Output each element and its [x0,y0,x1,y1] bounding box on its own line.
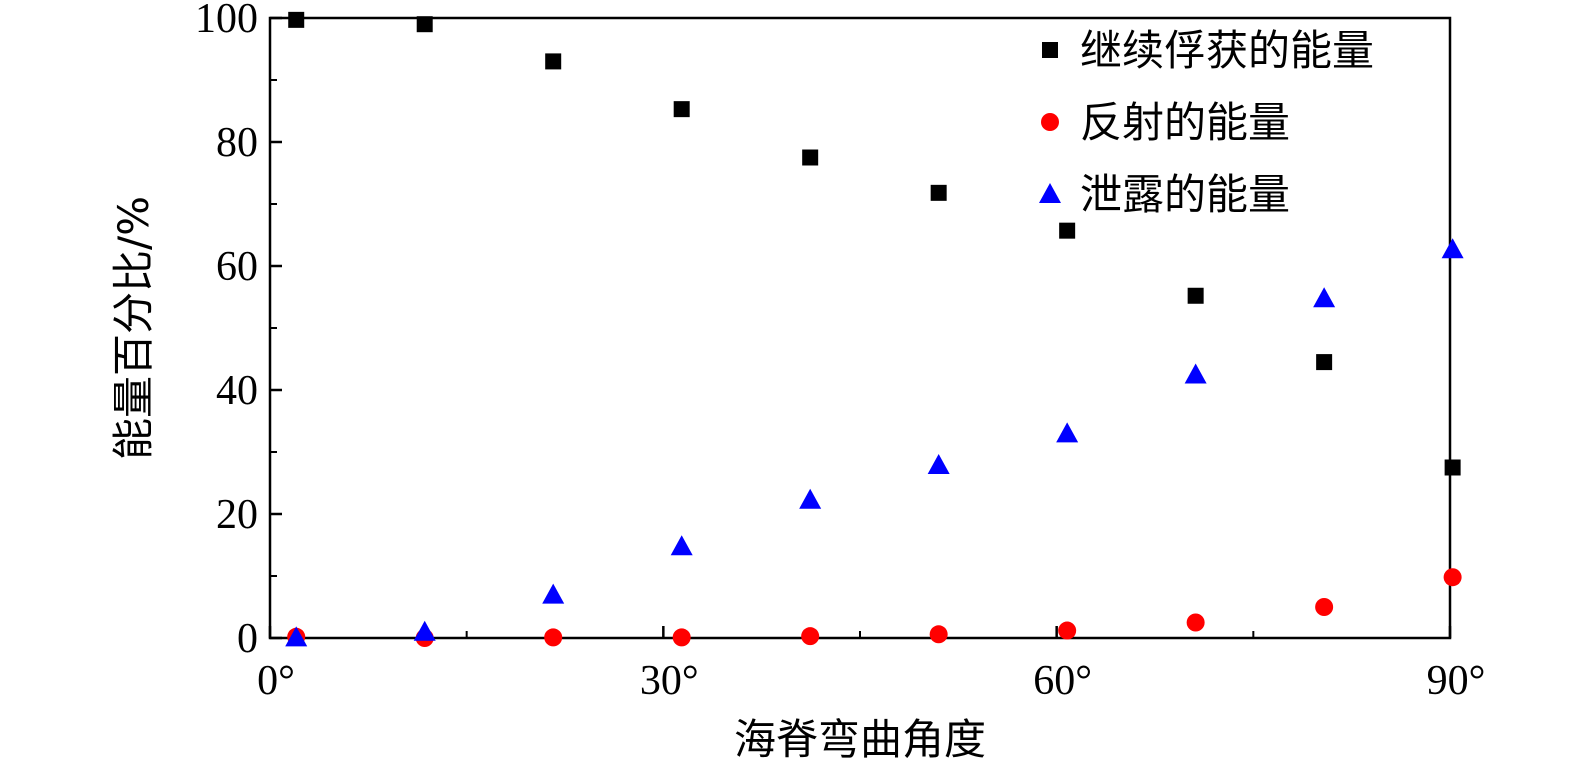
x-tick-label: 60° [1033,658,1092,704]
data-point-circle [672,628,691,647]
data-point-square [545,53,562,70]
data-point-circle [1315,598,1334,616]
data-point-square [1187,287,1204,304]
x-axis-ticks: 0° 30° 60° 90° [257,626,1485,704]
y-tick-label: 60 [216,244,258,290]
data-point-triangle [799,488,822,509]
data-point-triangle [927,454,950,475]
data-point-square [1316,354,1333,371]
y-tick-label: 100 [195,0,258,42]
data-point-square [930,184,947,201]
data-point-circle [544,628,563,647]
y-tick-label: 0 [237,616,258,662]
data-point-triangle [542,583,565,604]
legend-label: 继续俘获的能量 [1080,26,1374,75]
data-point-circle [1186,613,1205,632]
x-tick-label: 0° [257,658,295,704]
legend-marker-square [1042,42,1058,58]
legend-label: 反射的能量 [1080,98,1290,147]
data-point-triangle [670,535,693,556]
y-axis-ticks: 0 20 40 60 80 100 [195,0,282,662]
legend-label: 泄露的能量 [1080,170,1290,219]
y-tick-label: 80 [216,120,258,166]
data-point-square [1059,222,1076,239]
data-point-triangle [413,620,436,641]
x-tick-label: 30° [640,658,699,704]
data-point-triangle [1441,238,1464,259]
x-axis-label: 海脊弯曲角度 [734,715,986,764]
x-tick-label: 90° [1427,658,1486,704]
data-point-circle [801,627,820,646]
data-point-square [288,11,305,28]
data-point-square [802,149,819,166]
data-point-square [673,101,690,118]
legend-marker-circle [1041,113,1059,131]
data-point-triangle [285,626,308,647]
data-point-triangle [1184,363,1207,384]
y-axis-label: 能量百分比/% [109,196,158,460]
data-point-triangle [1313,287,1336,308]
data-point-circle [929,625,948,644]
y-tick-label: 20 [216,492,258,538]
data-point-square [416,16,433,33]
data-point-triangle [1056,422,1079,443]
data-point-square [1444,459,1461,476]
data-point-circle [1058,621,1077,640]
legend-marker-triangle [1039,183,1061,203]
y-tick-label: 40 [216,368,258,414]
data-point-circle [1443,568,1462,587]
data-markers [285,11,1464,647]
